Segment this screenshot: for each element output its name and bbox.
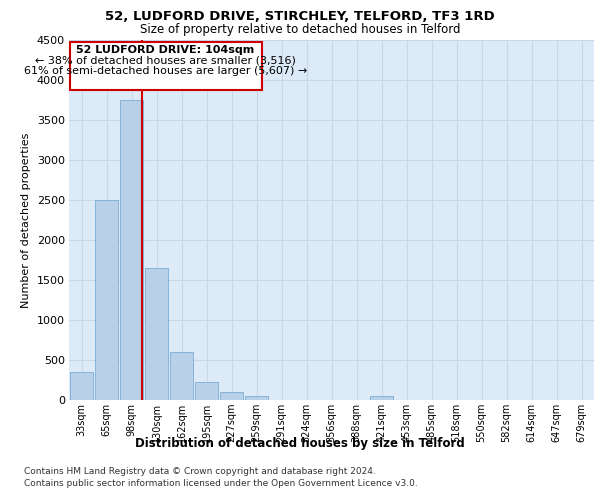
Bar	[195, 382, 218, 400]
Bar	[370, 396, 393, 400]
Bar	[70, 372, 93, 400]
Text: 61% of semi-detached houses are larger (5,607) →: 61% of semi-detached houses are larger (…	[24, 66, 307, 76]
Text: ← 38% of detached houses are smaller (3,516): ← 38% of detached houses are smaller (3,…	[35, 56, 296, 66]
Text: Contains public sector information licensed under the Open Government Licence v3: Contains public sector information licen…	[24, 479, 418, 488]
Text: 52 LUDFORD DRIVE: 104sqm: 52 LUDFORD DRIVE: 104sqm	[76, 45, 254, 55]
Bar	[145, 268, 168, 400]
Bar	[220, 392, 243, 400]
Text: Distribution of detached houses by size in Telford: Distribution of detached houses by size …	[135, 438, 465, 450]
Text: Size of property relative to detached houses in Telford: Size of property relative to detached ho…	[140, 22, 460, 36]
Text: Contains HM Land Registry data © Crown copyright and database right 2024.: Contains HM Land Registry data © Crown c…	[24, 468, 376, 476]
FancyBboxPatch shape	[70, 42, 262, 90]
Bar	[120, 100, 143, 400]
Bar	[245, 396, 268, 400]
Text: 52, LUDFORD DRIVE, STIRCHLEY, TELFORD, TF3 1RD: 52, LUDFORD DRIVE, STIRCHLEY, TELFORD, T…	[105, 10, 495, 23]
Bar	[170, 352, 193, 400]
Y-axis label: Number of detached properties: Number of detached properties	[21, 132, 31, 308]
Bar	[95, 200, 118, 400]
